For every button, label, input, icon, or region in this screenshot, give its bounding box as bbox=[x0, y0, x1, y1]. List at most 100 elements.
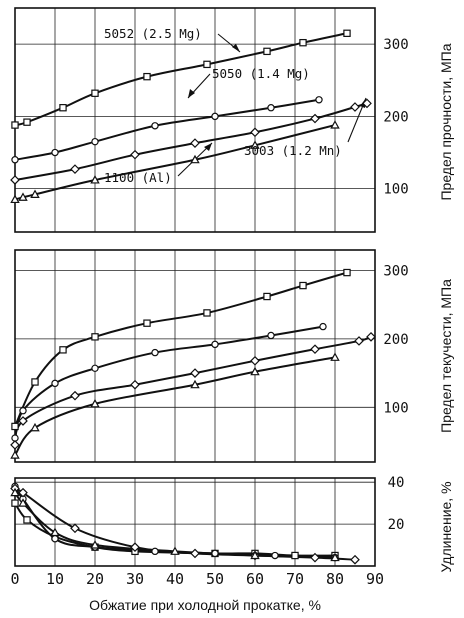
marker-p0-s3003-6 bbox=[350, 102, 360, 112]
marker-p2-s5052-1 bbox=[23, 516, 31, 524]
marker-p2-s3003-6 bbox=[310, 552, 320, 563]
marker-p0-s1100-6 bbox=[330, 120, 340, 129]
marker-p2-s3003-3 bbox=[130, 542, 140, 552]
marker-p1-s3003-8 bbox=[366, 332, 376, 342]
x-tick-label-50: 50 bbox=[206, 570, 224, 588]
marker-p0-s5050-6 bbox=[315, 96, 323, 104]
marker-p1-s5050-6 bbox=[267, 331, 275, 340]
chart-text: Обжатие при холодной прокатке, % Предел … bbox=[10, 26, 454, 613]
marker-p0-s3003-0 bbox=[10, 175, 20, 185]
marker-p0-s3003-5 bbox=[310, 113, 320, 124]
marker-p1-s5052-1 bbox=[31, 378, 39, 386]
y-axis-label-elongation: Удлинение, % bbox=[438, 481, 454, 572]
marker-p0-s1100-1 bbox=[18, 192, 28, 201]
grid-layer bbox=[15, 8, 375, 566]
series-label-1100: 1100 (Al) bbox=[104, 170, 172, 185]
marker-p2-s1100-0 bbox=[10, 487, 20, 497]
marker-p1-s5050-5 bbox=[211, 340, 219, 349]
marker-p2-s5050-4 bbox=[151, 547, 159, 556]
marker-p0-s1100-2 bbox=[30, 189, 40, 198]
marker-p1-s3003-6 bbox=[310, 344, 320, 355]
marker-p1-s5052-3 bbox=[91, 333, 99, 341]
marker-p2-s1100-3 bbox=[90, 540, 100, 549]
leader-arrowhead-5052 bbox=[232, 44, 240, 52]
y-tick-label-p0-300: 300 bbox=[383, 37, 408, 53]
series-markers bbox=[10, 29, 376, 565]
marker-p0-s1100-4 bbox=[190, 154, 200, 164]
marker-p0-s1100-3 bbox=[90, 175, 100, 184]
series-line-p1-5050 bbox=[14, 325, 324, 439]
marker-p0-s5050-4 bbox=[211, 112, 219, 121]
marker-p1-s3003-2 bbox=[70, 390, 80, 401]
marker-p0-s5052-8 bbox=[343, 29, 351, 37]
marker-p1-s3003-4 bbox=[190, 368, 200, 378]
marker-p0-s3003-7 bbox=[362, 98, 372, 109]
x-tick-label-30: 30 bbox=[126, 570, 144, 588]
marker-p1-s1100-3 bbox=[190, 379, 200, 389]
leader-arrowhead-1100 bbox=[204, 143, 212, 151]
marker-p2-s5052-0 bbox=[11, 499, 19, 507]
marker-p1-s5050-1 bbox=[19, 407, 27, 415]
y-tick-label-p2-20: 20 bbox=[388, 517, 405, 533]
marker-p0-s5052-3 bbox=[91, 89, 99, 97]
marker-p2-s1100-5 bbox=[250, 550, 260, 560]
marker-p0-s1100-0 bbox=[10, 194, 20, 204]
panel-frames bbox=[14, 7, 376, 567]
marker-p0-s5052-0 bbox=[11, 121, 19, 129]
marker-p0-s5052-6 bbox=[263, 47, 271, 56]
y-tick-label-p2-40: 40 bbox=[388, 475, 405, 491]
series-label-5052: 5052 (2.5 Mg) bbox=[104, 26, 202, 41]
marker-p1-s3003-5 bbox=[250, 355, 260, 366]
x-tick-label-0: 0 bbox=[10, 570, 19, 588]
marker-p1-s5052-7 bbox=[299, 281, 307, 290]
marker-p1-s5050-4 bbox=[151, 348, 159, 357]
x-tick-label-10: 10 bbox=[46, 570, 64, 588]
marker-p1-s3003-3 bbox=[130, 379, 140, 390]
x-tick-label-60: 60 bbox=[246, 570, 264, 588]
marker-p1-s3003-0 bbox=[10, 440, 20, 450]
marker-p0-s5052-7 bbox=[299, 38, 307, 47]
marker-p2-s3003-1 bbox=[18, 487, 28, 498]
marker-p2-s3003-4 bbox=[190, 548, 200, 559]
x-tick-label-70: 70 bbox=[286, 570, 304, 588]
marker-p1-s5052-2 bbox=[59, 346, 67, 354]
marker-p2-s5050-6 bbox=[271, 551, 279, 560]
marker-p2-s1100-6 bbox=[330, 552, 340, 562]
panel-frame-0 bbox=[14, 7, 376, 233]
marker-p0-s3003-1 bbox=[70, 164, 80, 174]
marker-p2-s1100-4 bbox=[170, 546, 180, 555]
marker-p0-s5050-1 bbox=[51, 148, 59, 157]
marker-p0-s1100-5 bbox=[250, 140, 260, 149]
marker-p2-s1100-1 bbox=[18, 498, 28, 507]
marker-p0-s5052-1 bbox=[23, 118, 31, 126]
y-axis-label-strength: Предел прочности, МПа bbox=[438, 43, 454, 200]
y-tick-label-p1-300: 300 bbox=[383, 264, 408, 280]
y-tick-label-p1-100: 100 bbox=[383, 400, 408, 416]
marker-p2-s5050-5 bbox=[211, 549, 219, 558]
marker-p1-s5052-0 bbox=[11, 422, 19, 431]
marker-p2-s3003-2 bbox=[70, 523, 80, 534]
series-lines bbox=[14, 32, 372, 561]
x-axis-label: Обжатие при холодной прокатке, % bbox=[89, 597, 321, 613]
marker-p0-s5050-5 bbox=[267, 104, 275, 112]
marker-p1-s1100-0 bbox=[10, 450, 20, 459]
marker-p2-s1100-2 bbox=[50, 527, 60, 537]
panel-frame-2 bbox=[14, 477, 376, 567]
marker-p0-s3003-3 bbox=[190, 138, 200, 148]
marker-p0-s3003-2 bbox=[130, 149, 140, 160]
marker-p1-s5052-5 bbox=[203, 309, 211, 317]
marker-p1-s5050-3 bbox=[91, 364, 99, 373]
marker-p1-s3003-1 bbox=[18, 416, 28, 426]
leader-arrowhead-5050 bbox=[188, 89, 195, 98]
marker-p1-s3003-7 bbox=[354, 336, 364, 346]
y-tick-label-p0-200: 200 bbox=[383, 109, 408, 125]
marker-p1-s5052-6 bbox=[263, 292, 271, 301]
marker-p0-s5052-2 bbox=[59, 104, 67, 112]
y-axis-label-yield: Предел текучести, МПа bbox=[438, 279, 454, 433]
marker-p1-s1100-1 bbox=[30, 422, 40, 432]
marker-p1-s1100-4 bbox=[250, 366, 260, 376]
marker-p1-s5050-2 bbox=[51, 379, 59, 388]
y-tick-label-p1-200: 200 bbox=[383, 332, 408, 348]
series-label-5050: 5050 (1.4 Mg) bbox=[212, 66, 310, 81]
